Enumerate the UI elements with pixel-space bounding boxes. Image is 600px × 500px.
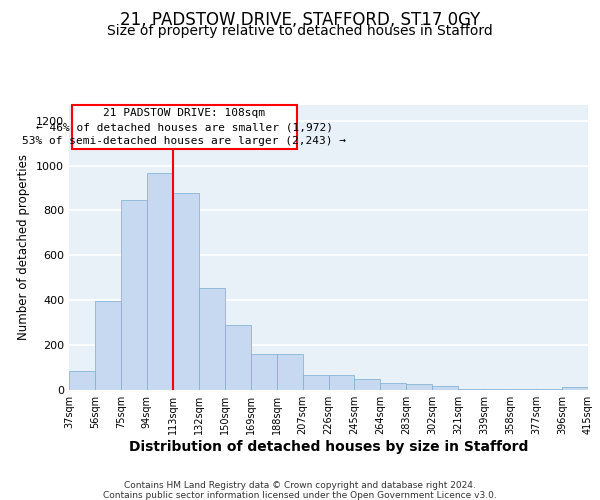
- Bar: [536, 389, 562, 390]
- Bar: [433, 386, 458, 390]
- Text: 21, PADSTOW DRIVE, STAFFORD, ST17 0GY: 21, PADSTOW DRIVE, STAFFORD, ST17 0GY: [120, 11, 480, 29]
- Bar: [95, 302, 121, 390]
- Bar: [406, 384, 432, 390]
- Bar: [69, 371, 95, 390]
- Text: 53% of semi-detached houses are larger (2,243) →: 53% of semi-detached houses are larger (…: [22, 136, 346, 146]
- Bar: [251, 354, 277, 390]
- Bar: [510, 389, 536, 390]
- Bar: [277, 354, 302, 390]
- Bar: [173, 192, 199, 390]
- Bar: [121, 200, 147, 390]
- Text: ← 46% of detached houses are smaller (1,972): ← 46% of detached houses are smaller (1,…: [36, 122, 333, 132]
- Bar: [225, 325, 251, 390]
- Bar: [380, 384, 406, 390]
- Text: Contains HM Land Registry data © Crown copyright and database right 2024.: Contains HM Land Registry data © Crown c…: [124, 481, 476, 490]
- X-axis label: Distribution of detached houses by size in Stafford: Distribution of detached houses by size …: [129, 440, 528, 454]
- Bar: [484, 389, 510, 390]
- Text: Size of property relative to detached houses in Stafford: Size of property relative to detached ho…: [107, 24, 493, 38]
- Bar: [147, 174, 173, 390]
- Text: 21 PADSTOW DRIVE: 108sqm: 21 PADSTOW DRIVE: 108sqm: [103, 108, 265, 118]
- Y-axis label: Number of detached properties: Number of detached properties: [17, 154, 31, 340]
- Bar: [302, 376, 329, 390]
- Bar: [199, 288, 224, 390]
- Bar: [329, 376, 355, 390]
- Bar: [458, 389, 484, 390]
- Bar: [355, 379, 380, 390]
- Text: Contains public sector information licensed under the Open Government Licence v3: Contains public sector information licen…: [103, 491, 497, 500]
- Bar: [562, 387, 588, 390]
- FancyBboxPatch shape: [71, 105, 298, 149]
